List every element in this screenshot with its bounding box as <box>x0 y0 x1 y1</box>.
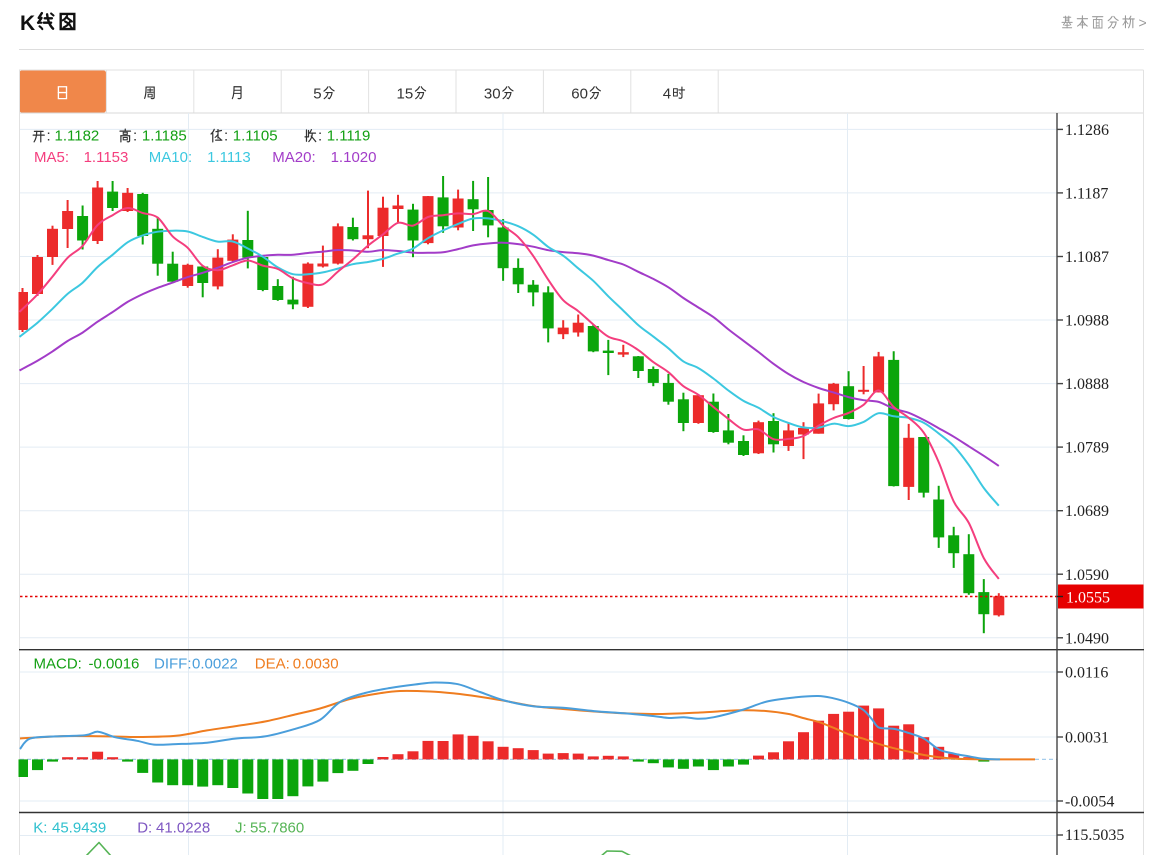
svg-text:K: K <box>20 12 35 35</box>
svg-text:0.0030: 0.0030 <box>293 655 339 672</box>
svg-text:0.0031: 0.0031 <box>1065 730 1109 747</box>
svg-text:1.0789: 1.0789 <box>1065 440 1109 457</box>
svg-text:45.9439: 45.9439 <box>52 819 106 836</box>
svg-text:J:: J: <box>235 819 247 836</box>
svg-text:1.1020: 1.1020 <box>331 149 377 166</box>
svg-text:0.0116: 0.0116 <box>1065 665 1108 682</box>
svg-text:1.1286: 1.1286 <box>1065 122 1109 139</box>
svg-text:1.1119: 1.1119 <box>327 128 371 145</box>
svg-text:1.0689: 1.0689 <box>1065 503 1109 520</box>
svg-text:1.0555: 1.0555 <box>1066 589 1110 606</box>
svg-text:1.1187: 1.1187 <box>1065 185 1108 202</box>
svg-text:1.0888: 1.0888 <box>1065 376 1109 393</box>
svg-text:1.1113: 1.1113 <box>207 149 251 166</box>
svg-text:MA20:: MA20: <box>272 149 315 166</box>
svg-text:5: 5 <box>313 85 321 102</box>
svg-text:1.0490: 1.0490 <box>1065 630 1109 647</box>
svg-text:MACD:: MACD: <box>34 655 82 672</box>
svg-text:60: 60 <box>571 85 588 102</box>
svg-text:-0.0054: -0.0054 <box>1065 794 1114 811</box>
svg-text:DEA:: DEA: <box>255 655 290 672</box>
svg-text:DIFF:: DIFF: <box>154 655 192 672</box>
svg-text:1.1182: 1.1182 <box>55 128 100 145</box>
svg-text:MA10:: MA10: <box>149 149 192 166</box>
svg-text:1.1153: 1.1153 <box>84 149 129 166</box>
svg-text:41.0228: 41.0228 <box>156 819 210 836</box>
svg-text:1.0590: 1.0590 <box>1065 567 1109 584</box>
svg-text:115.5035: 115.5035 <box>1065 827 1124 844</box>
svg-text:4: 4 <box>663 85 671 102</box>
svg-text::: : <box>133 128 137 145</box>
svg-text:0.0022: 0.0022 <box>192 655 238 672</box>
svg-text:30: 30 <box>484 85 501 102</box>
svg-text:55.7860: 55.7860 <box>250 819 304 836</box>
svg-text:K:: K: <box>33 819 47 836</box>
svg-text:15: 15 <box>397 85 414 102</box>
svg-text:1.0988: 1.0988 <box>1065 313 1109 330</box>
svg-text:>: > <box>1139 14 1147 30</box>
svg-text::: : <box>47 128 51 145</box>
svg-text::: : <box>224 128 228 145</box>
svg-text:MA5:: MA5: <box>34 149 69 166</box>
svg-text:1.1185: 1.1185 <box>142 128 187 145</box>
svg-text:-0.0016: -0.0016 <box>89 655 140 672</box>
svg-text:1.1105: 1.1105 <box>233 128 278 145</box>
svg-text:D:: D: <box>137 819 152 836</box>
svg-text::: : <box>318 128 322 145</box>
svg-text:1.1087: 1.1087 <box>1065 249 1109 266</box>
